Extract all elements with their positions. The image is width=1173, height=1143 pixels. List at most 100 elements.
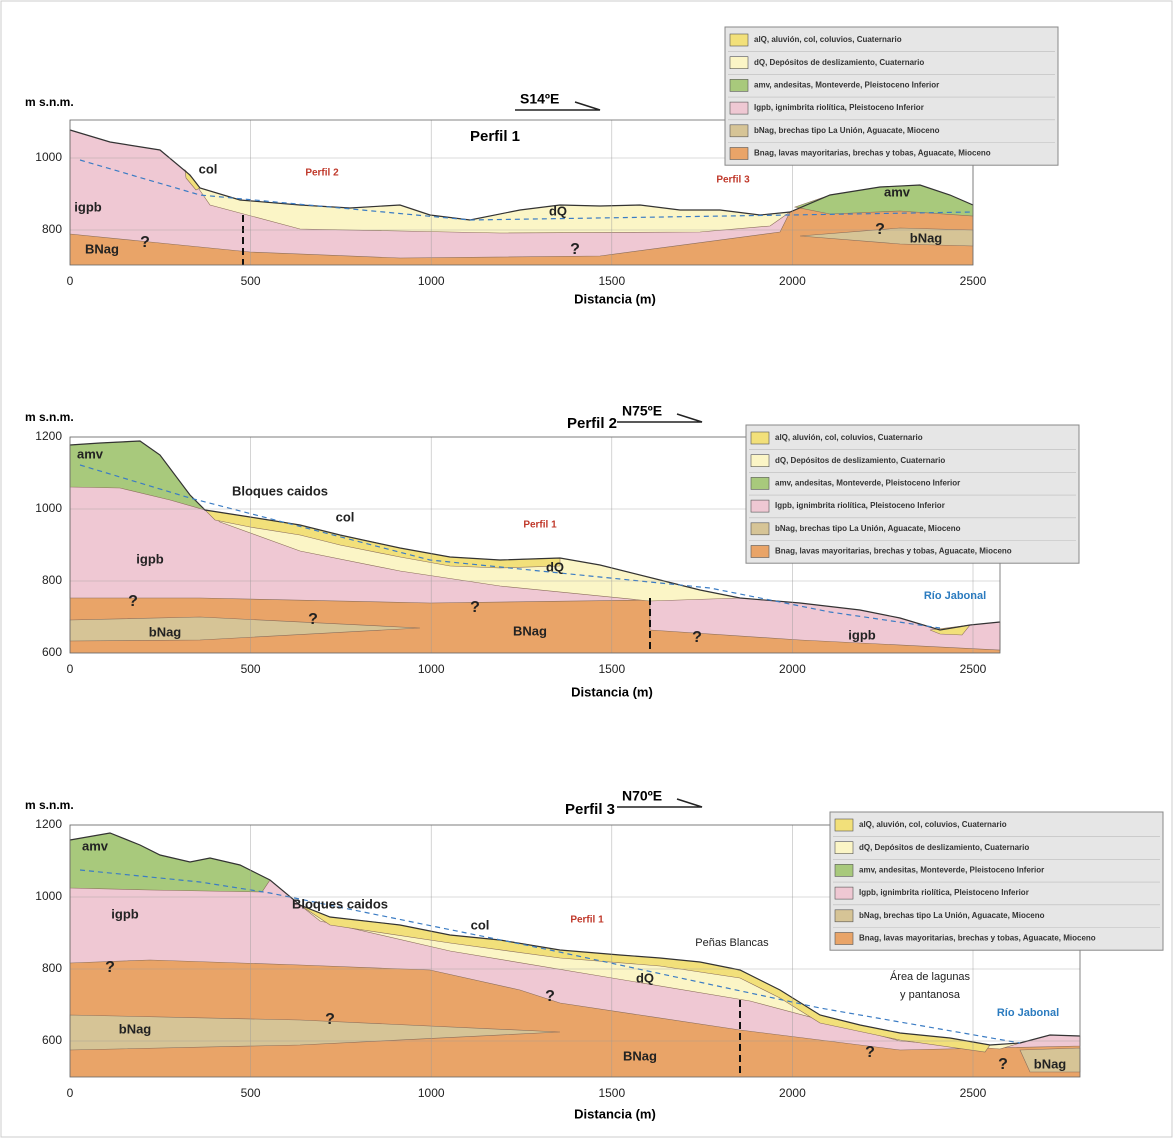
geo-label: amv [82,838,109,853]
y-tick-label: 1000 [35,501,62,515]
legend-label: alQ, aluvión, col, coluvios, Cuaternario [775,433,923,442]
geo-label: Peñas Blancas [695,937,769,949]
y-tick-label: 800 [42,222,62,236]
geo-label: dQ [549,203,567,218]
legend-label: bNag, brechas tipo La Unión, Aguacate, M… [859,911,1045,920]
legend-swatch [835,933,853,945]
x-tick-label: 500 [241,274,261,288]
legend-swatch [751,500,769,512]
x-axis-label: Distancia (m) [574,291,656,306]
x-tick-label: 1000 [418,274,445,288]
geo-label: ? [570,241,580,258]
legend-swatch [730,125,748,137]
direction: S14ºE [520,91,559,107]
legend-swatch [835,864,853,876]
x-tick-label: 0 [67,274,74,288]
geo-label: Perfil 1 [570,915,604,926]
geo-label: bNag [1034,1056,1067,1071]
x-axis-label: Distancia (m) [574,1106,656,1121]
geo-label: ? [308,611,318,628]
legend-swatch [835,842,853,854]
geo-label: col [199,161,218,176]
geo-label: igpb [848,627,875,642]
geo-label: ? [875,221,885,238]
geo-label: ? [128,593,138,610]
profile-title: Perfil 1 [470,128,520,145]
x-tick-label: 0 [67,1086,74,1100]
geo-label: ? [865,1044,875,1061]
unit-label: m s.n.m. [25,798,74,812]
geo-label: bNag [910,230,943,245]
geo-label: BNag [85,241,119,256]
legend-label: dQ, Depósitos de deslizamiento, Cuaterna… [754,58,924,67]
legend-box [725,27,1058,165]
legend-swatch [835,819,853,831]
geo-label: Río Jabonal [997,1007,1059,1019]
geo-label: igpb [136,551,163,566]
legend-swatch [730,102,748,114]
legend-swatch [730,57,748,69]
x-tick-label: 1500 [598,662,625,676]
geo-label: col [471,917,490,932]
x-tick-label: 2500 [960,662,987,676]
legend-swatch [751,523,769,535]
geo-label: Perfil 1 [523,520,557,531]
direction: N70ºE [622,788,662,804]
legend-label: Bnag, lavas mayoritarias, brechas y toba… [775,547,1012,556]
figure: 0 500 1000 1500 2000 2500 800 1000 m s.n.m. Perfi… [0,0,1173,1138]
legend-swatch [730,34,748,46]
profile-title: Perfil 3 [565,801,615,818]
x-axis-label: Distancia (m) [571,684,653,699]
y-tick-label: 800 [42,961,62,975]
legend-swatch [730,148,748,160]
legend-label: Igpb, ignimbrita riolítica, Pleistoceno … [859,888,1029,897]
legend-box [746,425,1079,563]
legend-label: bNag, brechas tipo La Unión, Aguacate, M… [754,126,940,135]
geo-label: col [336,509,355,524]
x-tick-label: 1500 [598,1086,625,1100]
x-tick-label: 2000 [779,274,806,288]
geo-label: BNag [623,1048,657,1063]
geo-label: ? [140,234,150,251]
geo-label: y pantanosa [900,989,961,1001]
unit-label: m s.n.m. [25,95,74,109]
legend-swatch [751,546,769,558]
geo-label: Río Jabonal [924,590,986,602]
x-tick-label: 1500 [598,274,625,288]
y-tick-label: 1000 [35,889,62,903]
geo-label: ? [545,988,555,1005]
legend-label: dQ, Depósitos de deslizamiento, Cuaterna… [859,843,1029,852]
x-tick-label: 2000 [779,1086,806,1100]
geo-label: ? [105,959,115,976]
legend-label: Bnag, lavas mayoritarias, brechas y toba… [754,149,991,158]
geo-label: bNag [119,1021,152,1036]
x-tick-label: 2000 [779,662,806,676]
legend-label: amv, andesitas, Monteverde, Pleistoceno … [775,479,960,488]
y-tick-label: 800 [42,573,62,587]
geo-label: dQ [636,970,654,985]
profile-title: Perfil 2 [567,415,617,432]
legend-label: alQ, aluvión, col, coluvios, Cuaternario [754,35,902,44]
geo-label: ? [692,629,702,646]
legend-label: Bnag, lavas mayoritarias, brechas y toba… [859,934,1096,943]
legend-label: alQ, aluvión, col, coluvios, Cuaternario [859,820,1007,829]
geo-label: Perfil 2 [305,168,339,179]
geo-label: Perfil 3 [716,175,750,186]
geo-label: igpb [111,906,138,921]
y-tick-label: 1200 [35,429,62,443]
legend-swatch [835,887,853,899]
geo-label: amv [77,446,104,461]
unit-label: m s.n.m. [25,410,74,424]
x-tick-label: 1000 [418,1086,445,1100]
legend-box [830,812,1163,950]
legend-swatch [751,455,769,467]
legend-swatch [751,432,769,444]
legend-swatch [751,477,769,489]
geo-label: Área de lagunas [890,970,971,983]
y-tick-label: 1000 [35,150,62,164]
geo-label: ? [325,1011,335,1028]
x-tick-label: 1000 [418,662,445,676]
x-tick-label: 0 [67,662,74,676]
geo-label: BNag [513,623,547,638]
legend-label: Igpb, ignimbrita riolítica, Pleistoceno … [754,103,924,112]
